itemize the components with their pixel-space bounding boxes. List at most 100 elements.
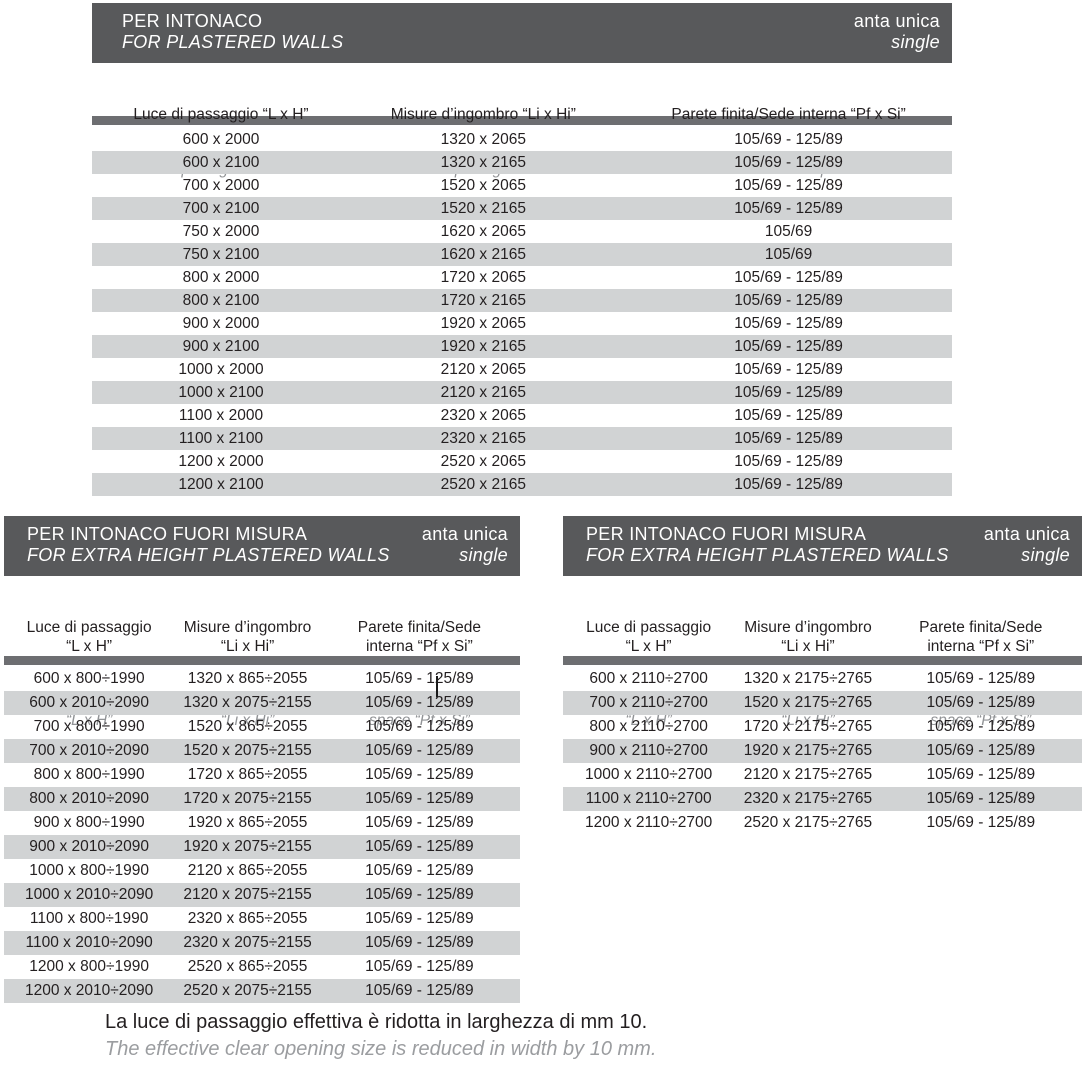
table-cell: 800 x 2010÷2090: [29, 790, 149, 807]
variant-label-it: anta unica: [853, 11, 940, 31]
table-cell: 1320 x 2165: [440, 153, 526, 171]
table-cell: 105/69: [764, 222, 813, 240]
column-header-it: Luce di passaggio “L x H”: [133, 106, 309, 123]
table-cell: 105/69 - 125/89: [926, 670, 1036, 687]
table-cell: 105/69 - 125/89: [365, 982, 474, 999]
table-cell: 1100 x 800÷1990: [29, 910, 149, 927]
table-title-it: PER INTONACO: [122, 11, 263, 31]
table-row: 900 x 2000 1920 x 2065 105/69 - 125/89: [92, 312, 952, 335]
table-row: 900 x 2100 1920 x 2165 105/69 - 125/89: [92, 335, 952, 358]
variant-label: anta unica single: [854, 11, 940, 53]
table-cell: 2120 x 2175÷2765: [743, 766, 873, 783]
table-row: 1200 x 800÷1990 2520 x 865÷2055 105/69 - 1…: [4, 955, 520, 979]
table-cell: 1520 x 865÷2055: [187, 718, 308, 735]
table-cell: 900 x 2010÷2090: [29, 838, 149, 855]
table-row: 1100 x 2010÷2090 2320 x 2075÷2155 105/69 -…: [4, 931, 520, 955]
table-cell: 1000 x 2010÷2090: [24, 886, 154, 903]
table-row: 900 x 2010÷2090 1920 x 2075÷2155 105/69 - …: [4, 835, 520, 859]
table-cell: 1920 x 2065: [440, 314, 526, 332]
table-cell: 1320 x 2075÷2155: [183, 694, 312, 711]
table-cell: 600 x 2000: [182, 130, 260, 148]
table-cell: 1720 x 2175÷2765: [743, 718, 873, 735]
table-cell: 2520 x 2075÷2155: [183, 982, 312, 999]
table-cell: 105/69 - 125/89: [365, 670, 474, 687]
table-rows: 600 x 800÷1990 1320 x 865÷2055 105/69 - 12…: [4, 667, 520, 1003]
table-row: 800 x 2110÷2700 1720 x 2175÷2765 105/69 - …: [563, 715, 1082, 739]
table-row: 600 x 2010÷2090 1320 x 2075÷2155 105/69 - …: [4, 691, 520, 715]
separator-bar: [4, 656, 520, 665]
table-cell: 105/69 - 125/89: [734, 429, 843, 447]
table-cell: 1920 x 2165: [440, 337, 526, 355]
table-title-en: FOR EXTRA HEIGHT PLASTERED WALLS: [586, 545, 949, 565]
table-cell: 900 x 2000: [182, 314, 260, 332]
column-header-it: Misure d’ingombro “Li x Hi”: [183, 619, 312, 655]
table-row: 800 x 2010÷2090 1720 x 2075÷2155 105/69 - …: [4, 787, 520, 811]
table-cell: 900 x 800÷1990: [33, 814, 145, 831]
table-cell: 1720 x 2165: [440, 291, 526, 309]
table-extra-height-right: PER INTONACO FUORI MISURA FOR EXTRA HEIG…: [563, 516, 1082, 835]
table-cell: 1200 x 2010÷2090: [24, 982, 154, 999]
table-row: 1000 x 2010÷2090 2120 x 2075÷2155 105/69 -…: [4, 883, 520, 907]
table-cell: 2520 x 2175÷2765: [743, 814, 873, 831]
table-cell: 2120 x 865÷2055: [187, 862, 308, 879]
table-cell: 105/69 - 125/89: [926, 790, 1036, 807]
column-header-it: Misure d’ingombro “Li x Hi”: [390, 106, 576, 123]
table-cell: 1520 x 2075÷2155: [183, 742, 312, 759]
table-title: PER INTONACO FUORI MISURA FOR EXTRA HEIG…: [586, 524, 949, 566]
table-cell: 105/69 - 125/89: [365, 886, 474, 903]
variant-label-en: single: [1021, 545, 1070, 565]
table-cell: 2320 x 2065: [440, 406, 526, 424]
table-rows: 600 x 2000 1320 x 2065 105/69 - 125/89 600 …: [92, 128, 952, 496]
table-cell: 1520 x 2175÷2765: [743, 694, 873, 711]
table-title: PER INTONACO FUORI MISURA FOR EXTRA HEIG…: [27, 524, 390, 566]
table-cell: 1100 x 2110÷2700: [585, 790, 712, 807]
table-cell: 800 x 2100: [182, 291, 260, 309]
table-row: 700 x 2110÷2700 1520 x 2175÷2765 105/69 - …: [563, 691, 1082, 715]
table-title-band: PER INTONACO FOR PLASTERED WALLS anta un…: [92, 3, 952, 63]
table-row: 700 x 800÷1990 1520 x 865÷2055 105/69 - 12…: [4, 715, 520, 739]
table-row: 1100 x 800÷1990 2320 x 865÷2055 105/69 - 1…: [4, 907, 520, 931]
column-header-it: Luce di passaggio “L x H”: [586, 619, 712, 655]
table-cell: 105/69 - 125/89: [734, 268, 843, 286]
variant-label: anta unica single: [984, 524, 1070, 566]
table-cell: 1100 x 2100: [178, 429, 264, 447]
separator-bar: [92, 116, 952, 125]
table-row: 1200 x 2000 2520 x 2065 105/69 - 125/89: [92, 450, 952, 473]
column-headers: Luce di passaggio “L x H” Clear opening …: [563, 576, 1082, 729]
table-cell: 2320 x 865÷2055: [187, 910, 308, 927]
table-cell: 1000 x 2110÷2700: [585, 766, 713, 783]
table-cell: 105/69 - 125/89: [926, 742, 1036, 759]
table-cell: 1620 x 2065: [440, 222, 526, 240]
table-cell: 105/69 - 125/89: [365, 958, 474, 975]
table-cell: 600 x 800÷1990: [33, 670, 145, 687]
table-cell: 105/69 - 125/89: [365, 790, 474, 807]
table-rows: 600 x 2110÷2700 1320 x 2175÷2765 105/69 - …: [563, 667, 1082, 835]
table-cell: 105/69 - 125/89: [734, 475, 843, 493]
table-cell: 1320 x 2065: [440, 130, 526, 148]
table-cell: 750 x 2000: [182, 222, 260, 240]
table-cell: 1000 x 800÷1990: [29, 862, 149, 879]
variant-label-en: single: [891, 32, 940, 52]
table-cell: 1200 x 2110÷2700: [585, 814, 713, 831]
table-cell: 105/69 - 125/89: [365, 742, 474, 759]
table-cell: 105/69 - 125/89: [734, 176, 843, 194]
table-row: 1200 x 2010÷2090 2520 x 2075÷2155 105/69 -…: [4, 979, 520, 1003]
table-cell: 700 x 2000: [182, 176, 260, 194]
table-row: 800 x 800÷1990 1720 x 865÷2055 105/69 - 12…: [4, 763, 520, 787]
table-cell: 600 x 2100: [182, 153, 260, 171]
table-row: 1000 x 800÷1990 2120 x 865÷2055 105/69 - 1…: [4, 859, 520, 883]
table-row: 1200 x 2110÷2700 2520 x 2175÷2765 105/69 -…: [563, 811, 1082, 835]
column-header-it: Misure d’ingombro “Li x Hi”: [744, 619, 872, 655]
table-cell: 900 x 2100: [182, 337, 260, 355]
table-title-en: FOR PLASTERED WALLS: [122, 32, 344, 52]
table-cell: 1520 x 2165: [440, 199, 526, 217]
table-row: 1000 x 2110÷2700 2120 x 2175÷2765 105/69 -…: [563, 763, 1082, 787]
table-cell: 105/69 - 125/89: [734, 452, 843, 470]
variant-label: anta unica single: [422, 524, 508, 566]
table-cell: 1200 x 2000: [178, 452, 264, 470]
table-cell: 1320 x 2175÷2765: [743, 670, 873, 687]
table-cell: 105/69 - 125/89: [734, 383, 843, 401]
table-cell: 1200 x 2100: [178, 475, 264, 493]
table-row: 800 x 2000 1720 x 2065 105/69 - 125/89: [92, 266, 952, 289]
